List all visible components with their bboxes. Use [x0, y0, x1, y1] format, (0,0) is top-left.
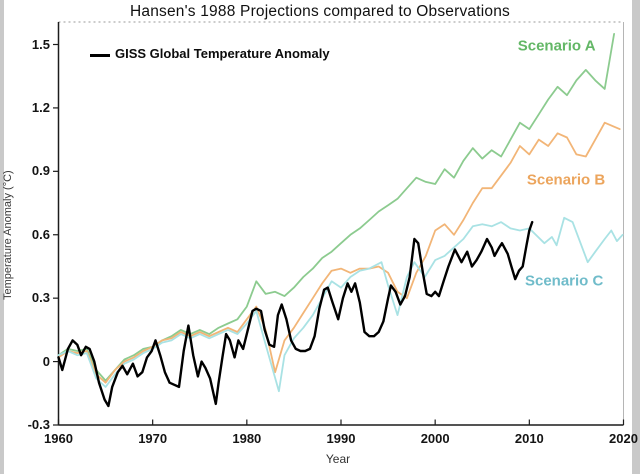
x-tick-label: 2020: [609, 431, 638, 446]
x-tick-label: 1960: [44, 431, 73, 446]
y-tick-label: 0.3: [31, 290, 50, 306]
page-edge-right-strip: [632, 0, 640, 474]
scenario-a-line: [57, 33, 615, 382]
y-tick-label: 0.9: [31, 163, 50, 179]
scenario-b-line: [57, 121, 621, 384]
y-tick-label: 1.5: [31, 36, 50, 52]
x-tick-label: 1980: [232, 431, 262, 446]
x-tick-label: 1990: [326, 431, 356, 446]
scenario-c-label: Scenario C: [524, 272, 604, 290]
x-axis-label: Year: [325, 452, 351, 466]
x-tick-label: 1970: [138, 431, 168, 446]
y-tick-label: 1.2: [31, 99, 50, 115]
scenario-c-line: [57, 216, 624, 393]
y-tick-label: -0.3: [27, 417, 50, 432]
y-tick-label: 0: [42, 353, 50, 369]
y-tick-label: 0.6: [31, 226, 50, 242]
giss-observations-line: [57, 220, 534, 408]
legend-line-swatch: [90, 54, 110, 57]
chart-title: Hansen's 1988 Projections compared to Ob…: [130, 3, 510, 20]
scenario-b-label: Scenario B: [526, 171, 606, 189]
legend-label: GISS Global Temperature Anomaly: [115, 46, 330, 61]
x-tick-label: 2000: [420, 431, 450, 446]
page-edge-left-strip: [0, 0, 4, 474]
x-tick-label: 2010: [514, 431, 544, 446]
scenario-a-label: Scenario A: [517, 37, 596, 55]
